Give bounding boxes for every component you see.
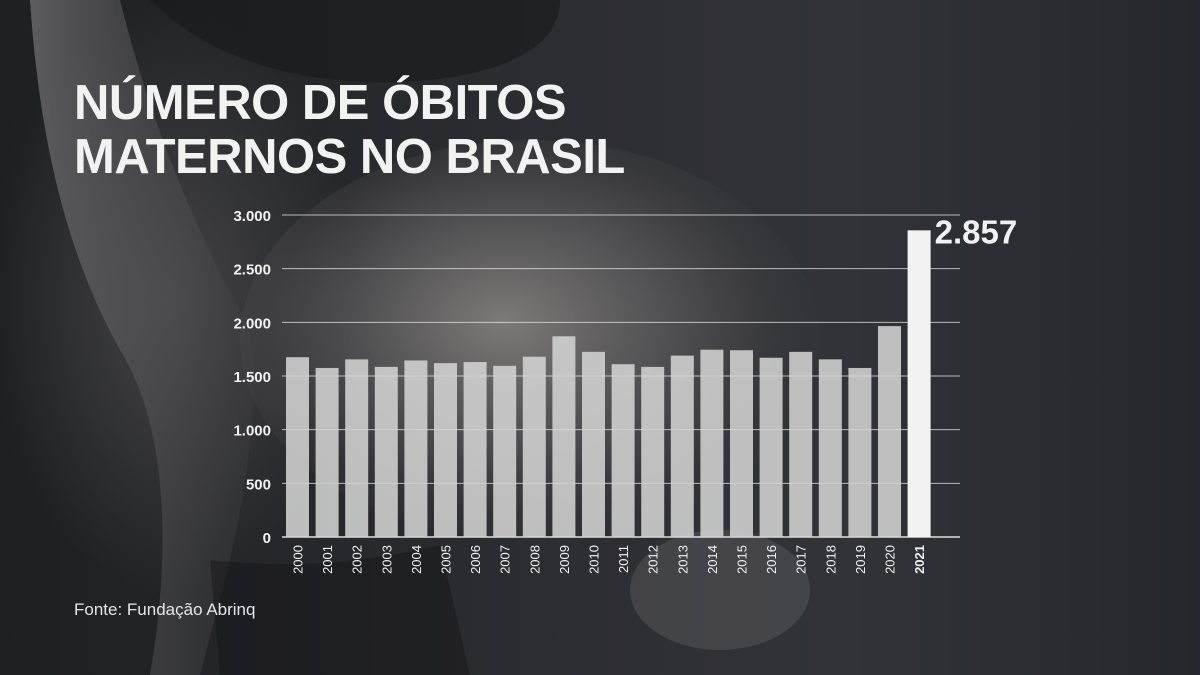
lower-garment bbox=[210, 545, 470, 675]
x-tick-label: 2001 bbox=[320, 545, 335, 574]
bar-2009 bbox=[552, 336, 576, 537]
y-tick-label: 0 bbox=[263, 530, 271, 547]
y-tick-label: 1.500 bbox=[233, 369, 271, 386]
x-tick-label: 2011 bbox=[616, 545, 631, 573]
x-tick-label: 2013 bbox=[675, 545, 690, 574]
x-tick-label: 2010 bbox=[587, 545, 602, 574]
x-tick-label: 2018 bbox=[823, 545, 838, 574]
x-tick-label: 2014 bbox=[705, 545, 720, 574]
bar-2021 bbox=[907, 230, 931, 537]
x-tick-label: 2002 bbox=[350, 545, 365, 574]
y-axis-tick-labels: 0 500 1.000 1.500 2.000 2.500 3.000 bbox=[233, 208, 271, 547]
bar-2001 bbox=[315, 367, 339, 537]
bar-2002 bbox=[345, 359, 369, 537]
x-tick-label: 2020 bbox=[883, 545, 898, 574]
bar-2016 bbox=[759, 357, 783, 537]
y-tick-label: 1.000 bbox=[233, 423, 271, 440]
bar-2010 bbox=[582, 351, 605, 537]
x-tick-label: 2003 bbox=[379, 545, 394, 574]
bar-2005 bbox=[434, 363, 457, 537]
bar-2004 bbox=[404, 360, 428, 537]
x-tick-label: 2019 bbox=[853, 545, 868, 574]
highlight-data-label: 2.857 bbox=[935, 213, 1018, 250]
data-labels: 2.857 bbox=[935, 213, 1018, 250]
x-tick-label: 2017 bbox=[794, 545, 809, 574]
bar-2017 bbox=[789, 351, 813, 537]
y-tick-label: 3.000 bbox=[233, 208, 271, 225]
x-tick-label: 2021 bbox=[912, 545, 927, 574]
bar-2008 bbox=[522, 356, 546, 537]
bar-2007 bbox=[493, 365, 517, 537]
bar-2019 bbox=[848, 367, 872, 537]
y-tick-label: 2.000 bbox=[233, 315, 271, 332]
x-tick-label: 2006 bbox=[468, 545, 483, 574]
bar-2003 bbox=[374, 366, 398, 537]
bar-2015 bbox=[730, 350, 753, 537]
bar-2011 bbox=[611, 364, 635, 537]
bar-2020 bbox=[878, 326, 901, 537]
y-tick-label: 2.500 bbox=[233, 262, 271, 279]
chart-title-line-1: NÚMERO DE ÓBITOS bbox=[74, 76, 567, 130]
y-tick-label: 500 bbox=[246, 476, 271, 493]
x-tick-label: 2012 bbox=[646, 545, 661, 574]
x-tick-label: 2007 bbox=[498, 545, 513, 574]
x-tick-label: 2016 bbox=[764, 545, 779, 574]
x-tick-label: 2008 bbox=[527, 545, 542, 574]
x-tick-label: 2000 bbox=[291, 545, 306, 574]
x-tick-label: 2004 bbox=[409, 545, 424, 574]
bar-2000 bbox=[286, 357, 309, 537]
bar-2014 bbox=[700, 349, 724, 537]
source-note: Fonte: Fundação Abrinq bbox=[74, 600, 256, 619]
chart-title: NÚMERO DE ÓBITOS MATERNOS NO BRASIL bbox=[74, 76, 625, 184]
bar-2012 bbox=[641, 366, 665, 537]
chart-title-line-2: MATERNOS NO BRASIL bbox=[74, 130, 625, 184]
bar-2006 bbox=[463, 362, 487, 537]
x-tick-label: 2005 bbox=[439, 545, 454, 574]
x-axis-tick-labels: 2000 2001 2002 2003 2004 2005 2006 2007 2008 2009… bbox=[291, 545, 928, 574]
bars bbox=[286, 230, 931, 537]
arm-shape bbox=[30, 0, 254, 675]
x-tick-label: 2009 bbox=[557, 545, 572, 574]
bar-2018 bbox=[818, 359, 842, 537]
top-garment bbox=[150, 0, 560, 83]
hand-shape bbox=[630, 530, 810, 650]
bar-2013 bbox=[670, 355, 694, 537]
x-tick-label: 2015 bbox=[735, 545, 750, 574]
